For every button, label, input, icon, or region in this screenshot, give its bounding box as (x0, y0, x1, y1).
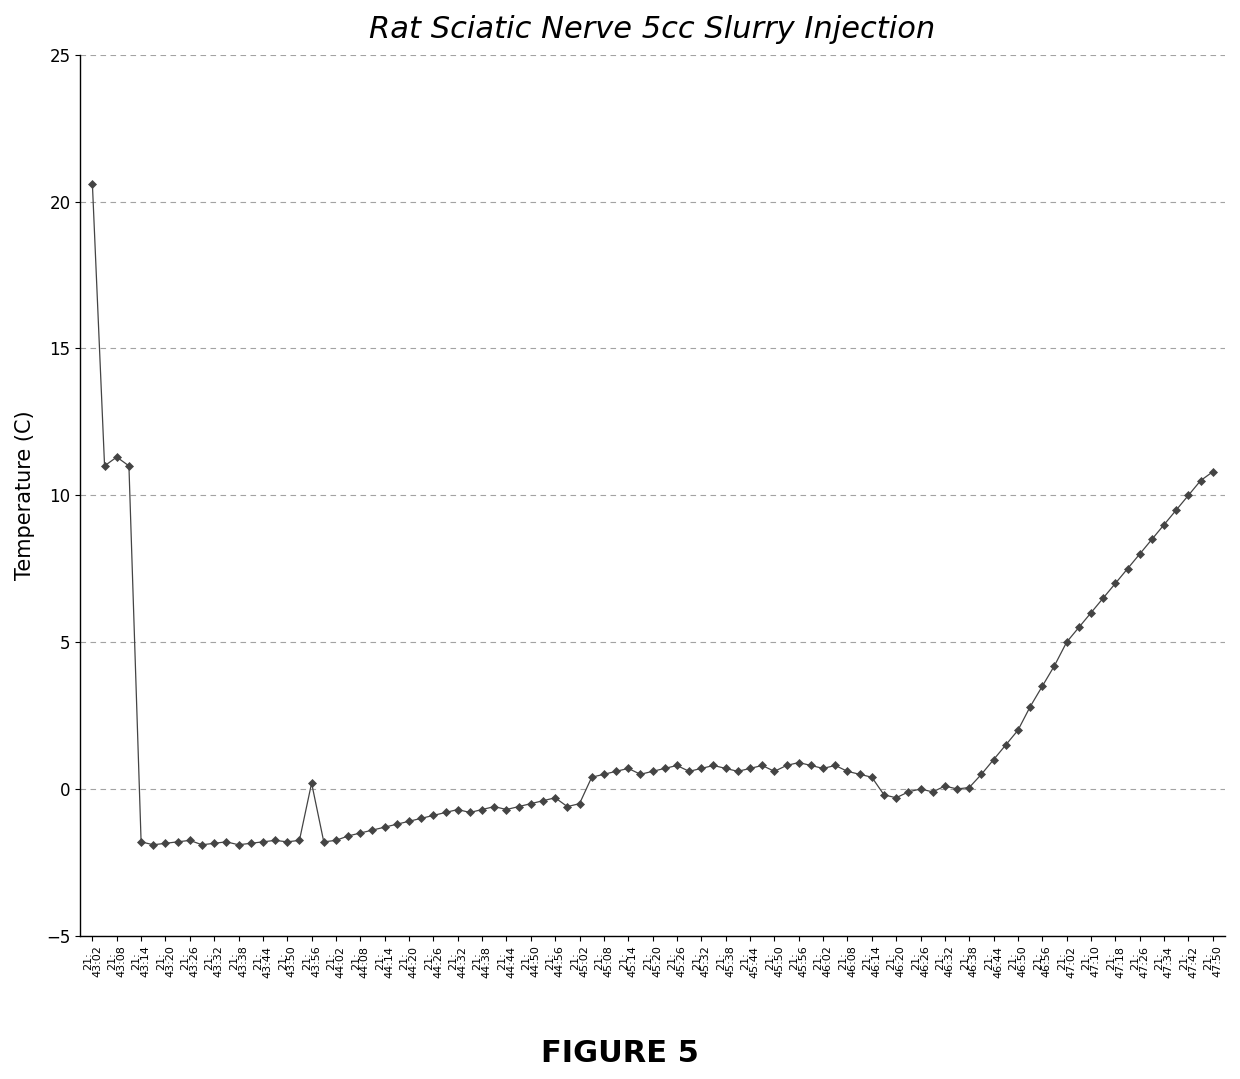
Text: FIGURE 5: FIGURE 5 (541, 1039, 699, 1068)
Title: Rat Sciatic Nerve 5cc Slurry Injection: Rat Sciatic Nerve 5cc Slurry Injection (370, 15, 936, 44)
Y-axis label: Temperature (C): Temperature (C) (15, 410, 35, 581)
